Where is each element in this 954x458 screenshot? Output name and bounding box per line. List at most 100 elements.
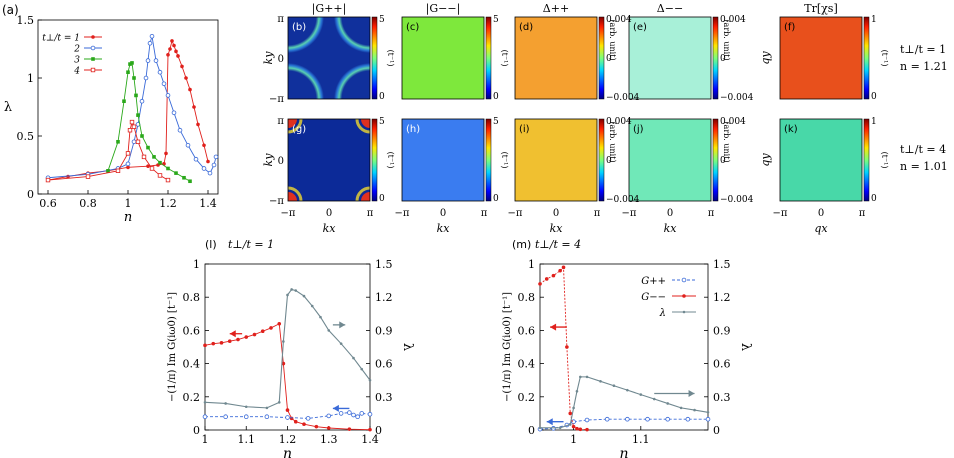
plot-frame	[539, 263, 709, 431]
data-point	[201, 166, 207, 171]
cb-d-mid: 0	[606, 54, 612, 64]
data-point	[314, 424, 319, 429]
data-point	[188, 87, 192, 92]
data-point	[693, 408, 696, 412]
data-point	[368, 427, 372, 432]
data-point	[153, 58, 159, 63]
heatmap-grid: |G++| |G−−| Δ++ Δ−− Tr[χs]	[262, 2, 948, 235]
data-point	[106, 169, 110, 173]
y-tick-label: 1	[528, 258, 535, 271]
heatmap-j	[628, 118, 712, 202]
data-point	[252, 332, 257, 337]
data-point	[145, 58, 151, 63]
data-point	[302, 422, 306, 426]
data-point	[196, 122, 200, 127]
title-chi: Tr[χs]	[804, 2, 838, 15]
ky-tick-neg-pi: −π	[269, 94, 284, 105]
data-point	[149, 33, 155, 39]
data-point	[538, 282, 542, 286]
data-point	[538, 426, 542, 430]
x-axis-label: n	[124, 210, 132, 225]
colorbar-k	[863, 118, 870, 202]
y2-axis-label: λ	[400, 343, 415, 351]
data-point	[585, 375, 589, 379]
data-point	[184, 76, 188, 80]
data-point	[578, 427, 583, 432]
kx-tick-pi-h: π	[481, 208, 488, 219]
data-point	[319, 315, 322, 319]
cb-k-min: 0	[871, 194, 877, 204]
y-tick-label: 1	[27, 72, 34, 85]
kx-tick-neg-pi-b: −π	[281, 208, 296, 219]
data-point	[227, 339, 232, 343]
cb-b-max: 5	[379, 15, 385, 25]
y2-tick-label: 1.2	[375, 291, 393, 304]
arrow-head	[550, 323, 557, 331]
cb-e-min: −0.004	[720, 93, 754, 103]
data-point	[571, 424, 576, 429]
row2-n: n = 1.01	[900, 160, 948, 173]
data-point	[211, 341, 216, 346]
data-point	[131, 139, 137, 145]
qx-tick-0: 0	[818, 208, 824, 219]
data-point	[368, 378, 372, 382]
series-line-G++	[539, 418, 708, 430]
cb-i-max: 0.004	[606, 117, 632, 127]
qx-tick-pi: π	[859, 208, 866, 219]
data-point	[339, 342, 343, 345]
chart-m: 1 1.1 0 0.2 0.4 0.6 0.8 1 0 0.3 0.6 0.9 1.2 1.5 n −(1/π…	[502, 258, 753, 458]
data-point	[172, 43, 176, 48]
heatmap-g	[287, 118, 371, 202]
data-point	[244, 405, 248, 409]
y-tick-label: 1	[193, 258, 200, 271]
data-point	[639, 393, 643, 396]
arrow-head	[332, 404, 339, 412]
y2-tick-label: 0.9	[713, 324, 731, 337]
data-point	[157, 69, 163, 75]
data-point	[652, 397, 656, 401]
title-m: t⊥/t = 4	[535, 238, 581, 251]
cb-k-max: 1	[871, 117, 877, 127]
arrow-head	[229, 330, 236, 338]
data-point	[665, 416, 670, 422]
x-tick-label: 1	[202, 433, 209, 446]
panel-label-g: (g)	[292, 124, 306, 135]
data-point	[126, 165, 130, 170]
heatmap-b	[287, 16, 371, 100]
data-point	[177, 127, 183, 133]
data-point	[568, 411, 573, 416]
cb-c-min: 0	[493, 92, 499, 102]
legend-entry: 2	[73, 45, 80, 55]
data-point	[360, 367, 364, 371]
y-tick-label: 0.8	[183, 291, 201, 304]
title-delta-mm: Δ−−	[657, 2, 683, 15]
arrow-head	[546, 418, 553, 426]
data-point	[185, 142, 191, 148]
unit-j: (arb. unit)	[722, 121, 731, 162]
title-g-pp: |G++|	[312, 2, 347, 16]
kx-tick-neg-pi-i: −π	[508, 208, 523, 219]
data-point	[260, 329, 265, 334]
data-point	[188, 179, 192, 184]
y-tick-label: 0.6	[183, 324, 201, 337]
data-point	[180, 64, 184, 69]
y-tick-label: 0	[27, 188, 34, 201]
legend-entry: λ	[659, 308, 666, 319]
legend-entry: G−−	[641, 292, 666, 303]
y2-tick-label: 1.5	[375, 258, 393, 271]
data-point	[132, 76, 136, 80]
data-point	[125, 151, 131, 156]
kx-tick-0-b: 0	[326, 208, 332, 219]
heatmap-i	[514, 118, 598, 202]
data-point	[561, 265, 566, 270]
panel-label-c: (c)	[406, 22, 419, 33]
kx-label-b: kx	[323, 222, 337, 235]
data-point	[612, 384, 616, 388]
data-point	[551, 273, 556, 278]
unit-d: (arb. unit)	[608, 19, 617, 60]
x-tick-label: 1.4	[361, 433, 379, 446]
x-tick-label: 1.2	[279, 433, 297, 446]
cb-h-max: 5	[493, 117, 499, 127]
